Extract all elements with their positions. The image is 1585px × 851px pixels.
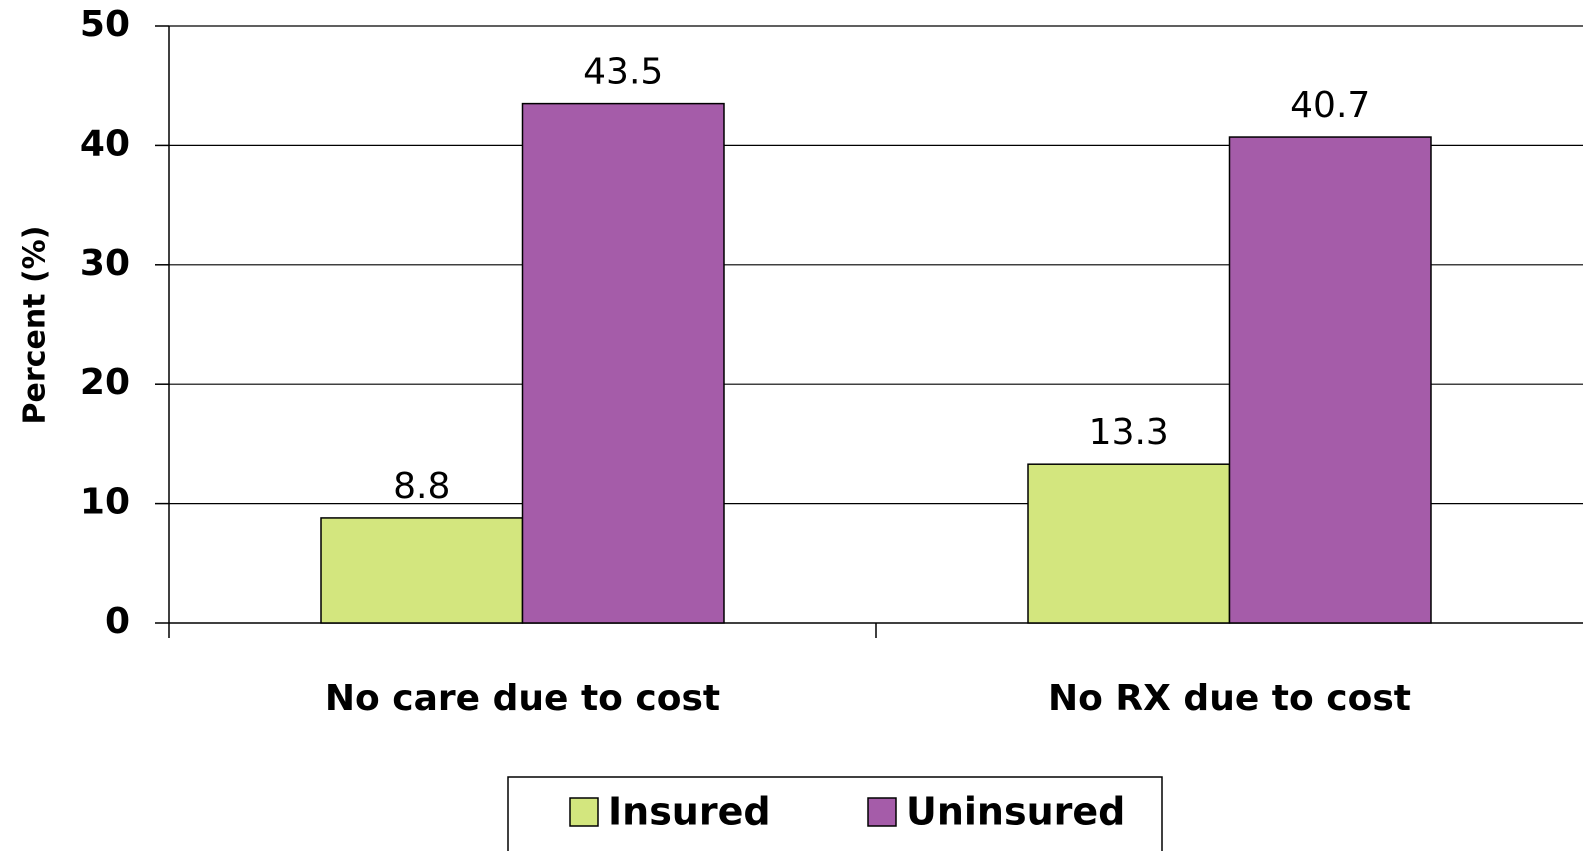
bar — [521, 102, 725, 624]
y-tick-label: 10 — [80, 482, 130, 523]
x-tick-label: No care due to cost — [325, 678, 720, 719]
y-tick-label: 20 — [80, 362, 130, 403]
bar — [320, 517, 524, 624]
value-label: 8.8 — [393, 466, 450, 507]
y-tick-label: 40 — [80, 123, 130, 164]
value-label: 40.7 — [1290, 85, 1370, 126]
legend-swatch — [867, 797, 897, 827]
y-tick-label: 30 — [80, 243, 130, 284]
y-tick-label: 50 — [80, 4, 130, 45]
y-tick-label: 0 — [105, 601, 130, 642]
y-axis-label: Percent (%) — [18, 226, 53, 425]
value-label: 13.3 — [1089, 412, 1169, 453]
legend-box — [507, 776, 1163, 851]
bar — [1228, 136, 1432, 624]
bar — [1027, 463, 1231, 624]
x-tick-label: No RX due to cost — [1048, 678, 1411, 719]
value-label: 43.5 — [583, 52, 663, 93]
legend-label: Insured — [608, 790, 771, 834]
legend-label: Uninsured — [906, 790, 1125, 834]
legend-swatch — [569, 797, 599, 827]
